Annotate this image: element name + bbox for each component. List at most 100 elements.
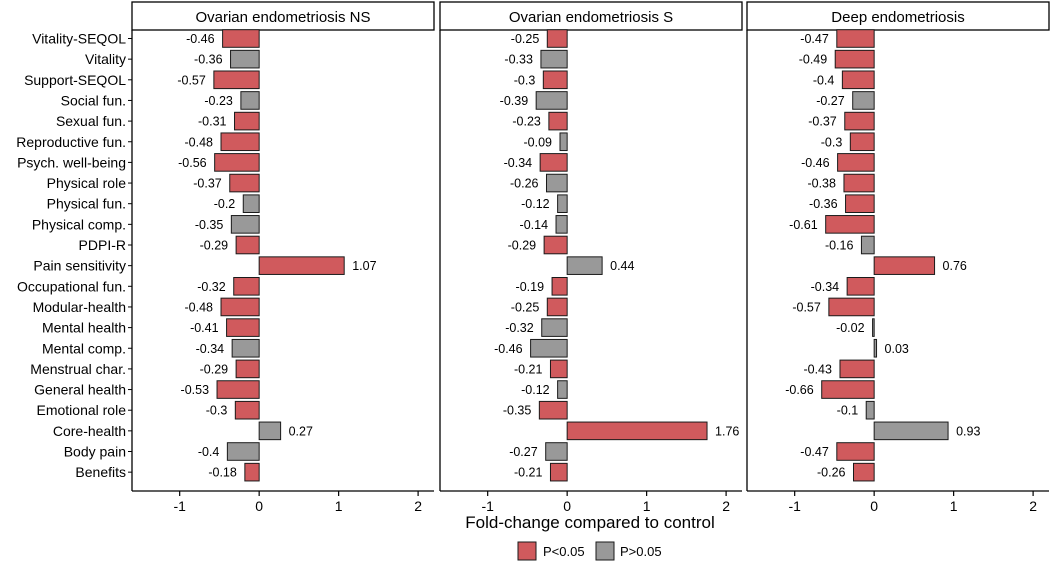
x-tick-label: 2 <box>722 498 730 514</box>
data-label: -0.33 <box>504 53 533 67</box>
data-label: -0.2 <box>214 197 236 211</box>
bar <box>538 400 568 420</box>
bar <box>234 400 260 420</box>
bar <box>235 235 260 255</box>
data-label: -0.21 <box>514 362 543 376</box>
category-label: Physical role <box>47 175 127 191</box>
category-label: Menstrual char. <box>30 361 126 377</box>
bar <box>234 111 260 131</box>
data-label: 0.27 <box>289 424 313 438</box>
bar <box>551 277 568 296</box>
bar <box>545 173 568 193</box>
data-label: -0.29 <box>200 362 229 376</box>
x-tick-label: 0 <box>255 498 263 514</box>
data-label: -0.25 <box>511 32 540 46</box>
legend-swatch <box>595 541 615 561</box>
data-label: -0.29 <box>200 239 229 253</box>
bar <box>566 421 708 441</box>
bar <box>828 297 875 317</box>
bar <box>233 277 260 296</box>
bar-series <box>213 29 949 482</box>
bar <box>240 91 260 110</box>
data-label: -0.14 <box>520 218 549 232</box>
x-tick-label: -1 <box>788 498 801 514</box>
data-label: -0.37 <box>808 115 837 129</box>
bar <box>546 297 568 317</box>
bar <box>229 173 260 193</box>
data-label: -0.18 <box>208 466 237 480</box>
category-label: Occupational fun. <box>17 278 126 294</box>
data-label: -0.66 <box>785 383 814 397</box>
bar <box>226 442 260 461</box>
bar <box>873 256 936 275</box>
data-label: -0.21 <box>514 466 543 480</box>
data-label: -0.53 <box>181 383 210 397</box>
data-label: -0.23 <box>512 115 541 129</box>
bar <box>872 318 875 337</box>
x-tick-label: 2 <box>414 498 422 514</box>
data-label: 0.93 <box>956 424 980 438</box>
data-label: -0.25 <box>511 300 540 314</box>
data-label: -0.19 <box>516 280 545 294</box>
bar <box>539 153 568 172</box>
category-label: Emotional role <box>37 402 127 418</box>
category-label: General health <box>34 382 126 398</box>
bar <box>230 49 260 69</box>
bar <box>849 132 875 152</box>
bar <box>541 318 568 337</box>
category-label: Psych. well-being <box>17 154 126 170</box>
data-label: -0.12 <box>521 383 550 397</box>
bar <box>834 49 875 69</box>
data-label: -0.39 <box>500 94 529 108</box>
data-label: 0.44 <box>610 259 634 273</box>
data-label: -0.23 <box>204 94 233 108</box>
category-label: PDPI-R <box>79 237 126 253</box>
data-label: -0.26 <box>817 466 846 480</box>
data-label: -0.32 <box>197 280 226 294</box>
category-label: Body pain <box>64 444 126 460</box>
bar <box>220 297 260 317</box>
bar <box>214 153 260 172</box>
bar <box>841 70 875 90</box>
bar <box>540 49 568 69</box>
bar <box>549 462 568 482</box>
data-label: -0.35 <box>195 218 224 232</box>
panel-title: Ovarian endometriosis NS <box>195 9 370 26</box>
bar <box>230 215 260 234</box>
panel-frames <box>131 30 1049 492</box>
data-label: -0.47 <box>800 445 829 459</box>
bar <box>244 462 260 482</box>
data-label: -0.61 <box>789 218 818 232</box>
category-label: Pain sensitivity <box>33 258 126 274</box>
bar <box>557 194 568 213</box>
data-label: -0.12 <box>521 197 550 211</box>
data-label: -0.48 <box>185 300 214 314</box>
bar <box>846 277 875 296</box>
bar <box>220 132 260 152</box>
bar <box>860 235 875 255</box>
bar <box>216 380 260 399</box>
data-label: -0.36 <box>194 53 223 67</box>
category-label: Mental comp. <box>42 340 126 356</box>
category-label: Physical comp. <box>32 216 126 232</box>
bar <box>242 194 260 213</box>
data-label: -0.34 <box>504 156 533 170</box>
y-axis-category-labels: Vitality-SEQOL Vitality Support-SEQOL Socia… <box>16 31 132 480</box>
bar <box>226 318 260 337</box>
category-label: Sexual fun. <box>56 113 126 129</box>
category-label: Support-SEQOL <box>24 72 126 88</box>
bar <box>865 400 875 420</box>
data-label: -0.36 <box>809 197 838 211</box>
bar <box>566 256 603 275</box>
bar <box>559 132 568 152</box>
data-label: -0.49 <box>799 53 828 67</box>
x-tick-label: -1 <box>173 498 186 514</box>
bar <box>845 194 875 213</box>
x-axis-title: Fold-change compared to control <box>465 513 714 532</box>
bar <box>844 111 875 131</box>
bar <box>258 256 345 275</box>
data-label: 1.07 <box>352 259 376 273</box>
data-label: -0.57 <box>792 300 821 314</box>
bar <box>821 380 875 399</box>
bar <box>231 338 260 358</box>
